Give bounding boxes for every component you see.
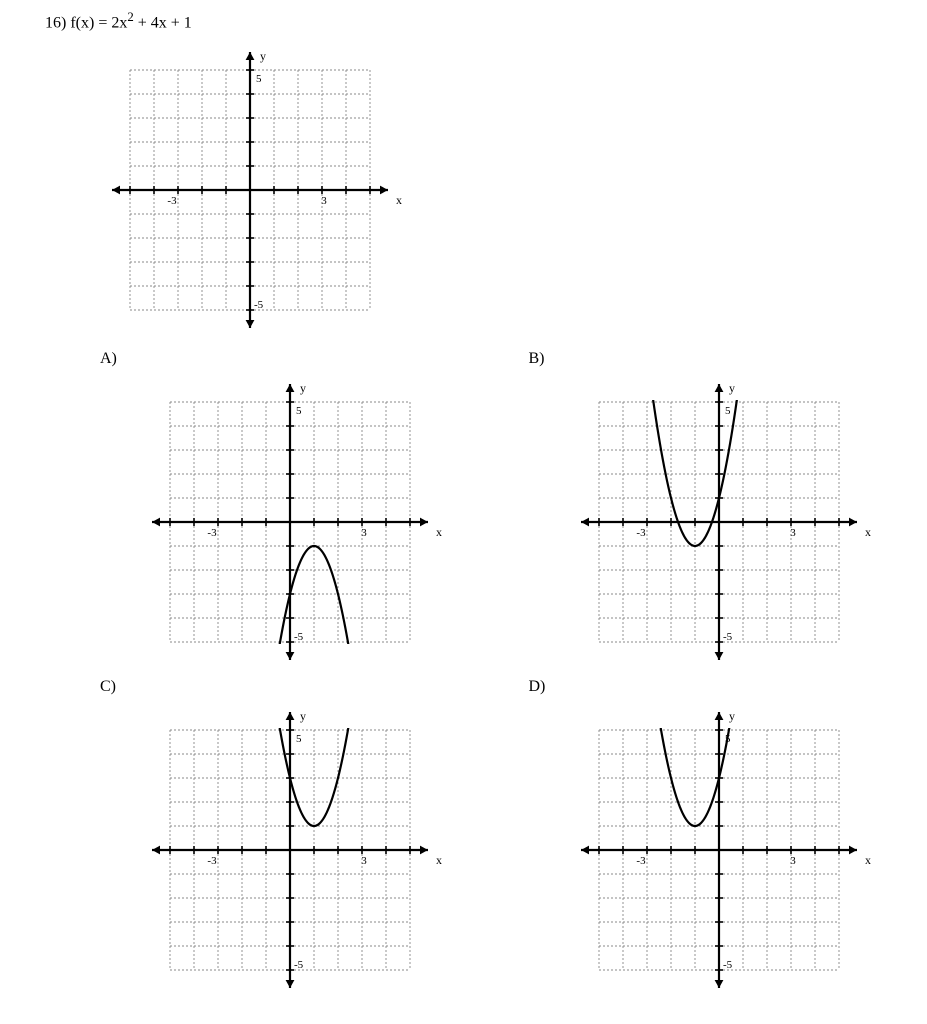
svg-text:-5: -5 — [723, 959, 733, 971]
svg-text:x: x — [865, 525, 871, 539]
question-header: 16) f(x) = 2x2 + 4x + 1 — [45, 10, 907, 32]
function-suffix: + 4x + 1 — [134, 14, 192, 31]
coordinate-grid-D: xy5-5-33 — [559, 700, 879, 1000]
svg-text:3: 3 — [361, 855, 367, 867]
svg-text:5: 5 — [256, 73, 262, 85]
svg-text:y: y — [729, 709, 735, 723]
svg-text:y: y — [729, 381, 735, 395]
option-C: C) x y 5 -5 -3 3 — [90, 678, 479, 1000]
svg-text:x: x — [396, 193, 402, 207]
svg-text:-3: -3 — [636, 527, 646, 539]
option-D: D) xy5-5-33 — [519, 678, 908, 1000]
option-label-B: B) — [529, 350, 908, 368]
coordinate-grid-C: x y 5 -5 -3 3 — [130, 700, 450, 1000]
option-B: B) x y 5 -5 -3 3 — [519, 350, 908, 672]
main-graph: x y 5 -5 -3 3 — [90, 40, 907, 340]
coordinate-grid-main: x y 5 -5 -3 3 — [90, 40, 410, 340]
svg-text:3: 3 — [361, 527, 367, 539]
svg-text:3: 3 — [790, 855, 796, 867]
svg-text:-3: -3 — [167, 195, 177, 207]
svg-text:3: 3 — [321, 195, 327, 207]
coordinate-grid-A: x y 5 -5 -3 3 — [130, 372, 450, 672]
svg-text:-5: -5 — [723, 631, 733, 643]
svg-text:x: x — [865, 853, 871, 867]
question-number: 16) — [45, 14, 66, 31]
option-A: A) x y 5 -5 -3 3 — [90, 350, 479, 672]
svg-text:-3: -3 — [636, 855, 646, 867]
option-label-A: A) — [100, 350, 479, 368]
svg-text:x: x — [436, 525, 442, 539]
svg-text:x: x — [436, 853, 442, 867]
svg-text:y: y — [260, 49, 266, 63]
svg-text:5: 5 — [296, 405, 302, 417]
svg-text:y: y — [300, 381, 306, 395]
svg-text:3: 3 — [790, 527, 796, 539]
option-label-C: C) — [100, 678, 479, 696]
options-grid: A) x y 5 -5 -3 3 B) x y 5 -5 -3 3 C) x y 5 -5 -3 3 D) x… — [90, 350, 907, 1000]
svg-text:-5: -5 — [254, 299, 264, 311]
svg-text:-5: -5 — [294, 631, 304, 643]
option-label-D: D) — [529, 678, 908, 696]
svg-text:5: 5 — [725, 405, 731, 417]
svg-text:-5: -5 — [294, 959, 304, 971]
svg-text:y: y — [300, 709, 306, 723]
function-prefix: f(x) = 2x — [70, 14, 127, 31]
svg-text:-3: -3 — [207, 855, 217, 867]
coordinate-grid-B: x y 5 -5 -3 3 — [559, 372, 879, 672]
svg-text:-3: -3 — [207, 527, 217, 539]
svg-text:5: 5 — [296, 733, 302, 745]
